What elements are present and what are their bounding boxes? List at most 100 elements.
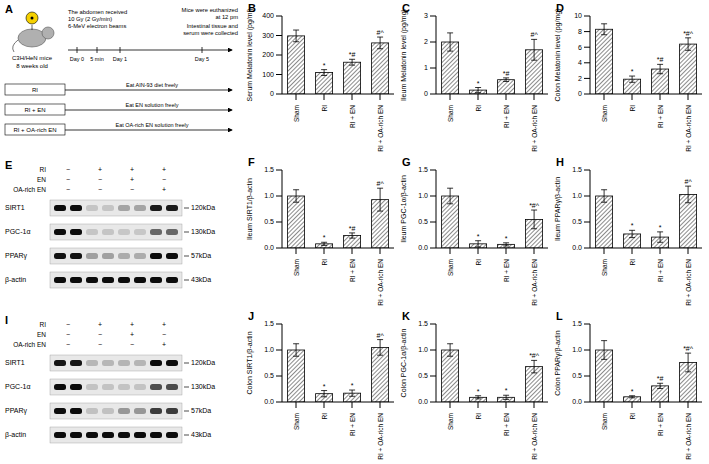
svg-text:0: 0 <box>270 90 274 97</box>
svg-text:−: − <box>98 186 102 193</box>
svg-text:Ileum PPARγ/β-actin: Ileum PPARγ/β-actin <box>554 177 562 241</box>
svg-text:RI: RI <box>40 166 47 173</box>
svg-text:0.0: 0.0 <box>264 244 274 251</box>
svg-text:+: + <box>162 166 166 173</box>
svg-text:*: * <box>351 382 354 389</box>
svg-text:RI: RI <box>629 105 636 112</box>
svg-text:Colon PPARγ/β-actin: Colon PPARγ/β-actin <box>554 330 562 395</box>
svg-text:RI: RI <box>629 413 636 420</box>
svg-text:RI + OA-rich EN: RI + OA-rich EN <box>685 413 692 460</box>
svg-text:Ileum Melatonin level (pg/mg): Ileum Melatonin level (pg/mg) <box>400 9 408 101</box>
svg-text:RI + OA-rich EN: RI + OA-rich EN <box>377 413 384 460</box>
svg-text:*#^: *#^ <box>683 345 694 352</box>
svg-text:0.0: 0.0 <box>572 398 582 405</box>
svg-text:120kDa: 120kDa <box>191 359 215 366</box>
svg-text:1: 1 <box>424 64 428 71</box>
svg-text:120kDa: 120kDa <box>191 204 215 211</box>
svg-text:*: * <box>323 234 326 241</box>
svg-text:Sham: Sham <box>293 413 300 430</box>
svg-text:serum were collected: serum were collected <box>183 30 238 36</box>
svg-text:Serum Melatonin level (pg/ml): Serum Melatonin level (pg/ml) <box>246 9 254 102</box>
svg-text:400: 400 <box>262 12 274 19</box>
svg-text:6-MeV electron beams: 6-MeV electron beams <box>68 23 126 29</box>
svg-text:+: + <box>98 166 102 173</box>
svg-text:Sham: Sham <box>601 413 608 430</box>
svg-text:EN: EN <box>37 331 46 338</box>
svg-text:0.0: 0.0 <box>418 244 428 251</box>
svg-text:I: I <box>5 314 8 326</box>
svg-text:RI: RI <box>475 105 482 112</box>
svg-text:+: + <box>130 166 134 173</box>
svg-text:*: * <box>631 222 634 229</box>
svg-text:#^: #^ <box>377 29 385 36</box>
svg-text:Day 1: Day 1 <box>113 56 127 62</box>
svg-text:*#: *# <box>349 51 356 58</box>
svg-text:RI + EN: RI + EN <box>24 107 45 113</box>
svg-text:57kDa: 57kDa <box>191 407 211 414</box>
svg-text:RI + EN: RI + EN <box>503 105 510 128</box>
svg-text:#^: #^ <box>377 332 385 339</box>
svg-text:#^: #^ <box>377 180 385 187</box>
svg-text:Day 5: Day 5 <box>195 56 209 62</box>
svg-text:−: − <box>66 331 70 338</box>
svg-text:RI + OA-rich EN: RI + OA-rich EN <box>685 259 692 306</box>
svg-text:A: A <box>5 3 13 15</box>
svg-text:130kDa: 130kDa <box>191 228 215 235</box>
svg-text:PPARγ: PPARγ <box>5 407 28 415</box>
svg-text:130kDa: 130kDa <box>191 383 215 390</box>
svg-text:Colon SIRT1/β-actin: Colon SIRT1/β-actin <box>246 331 254 394</box>
svg-text:*#: *# <box>503 70 510 77</box>
svg-text:0: 0 <box>424 90 428 97</box>
svg-text:Mice were euthanized: Mice were euthanized <box>182 7 238 13</box>
svg-text:Eat OA-rich EN solution freely: Eat OA-rich EN solution freely <box>115 122 188 128</box>
svg-text:RI + OA-rich EN: RI + OA-rich EN <box>531 413 538 460</box>
svg-text:RI: RI <box>321 413 328 420</box>
svg-text:RI: RI <box>321 105 328 112</box>
svg-text:RI + EN: RI + EN <box>657 259 664 282</box>
svg-text:RI + EN: RI + EN <box>657 105 664 128</box>
svg-text:5 min: 5 min <box>90 56 103 62</box>
svg-text:0.5: 0.5 <box>572 372 582 379</box>
svg-text:−: − <box>66 176 70 183</box>
svg-text:4: 4 <box>578 59 582 66</box>
svg-text:RI: RI <box>475 413 482 420</box>
svg-text:E: E <box>5 159 12 171</box>
svg-text:0.0: 0.0 <box>572 244 582 251</box>
svg-text:1.5: 1.5 <box>572 320 582 327</box>
svg-text:+: + <box>130 321 134 328</box>
svg-text:1.5: 1.5 <box>264 166 274 173</box>
svg-text:1.0: 1.0 <box>264 346 274 353</box>
svg-text:*: * <box>477 388 480 395</box>
svg-text:Sham: Sham <box>293 259 300 276</box>
svg-text:#^: #^ <box>531 31 539 38</box>
svg-text:Ileum SIRT1/β-actin: Ileum SIRT1/β-actin <box>246 178 254 240</box>
svg-text:+: + <box>162 341 166 348</box>
svg-text:Sham: Sham <box>293 105 300 122</box>
svg-text:1.5: 1.5 <box>418 320 428 327</box>
svg-text:+: + <box>162 186 166 193</box>
svg-text:RI + EN: RI + EN <box>503 259 510 282</box>
svg-text:8 weeks old: 8 weeks old <box>16 63 48 69</box>
svg-text:−: − <box>66 341 70 348</box>
svg-text:#^: #^ <box>685 178 693 185</box>
svg-text:Colon Melatonin level (pg/mg): Colon Melatonin level (pg/mg) <box>554 9 562 102</box>
svg-text:Day 0: Day 0 <box>70 56 84 62</box>
svg-text:+: + <box>162 321 166 328</box>
svg-text:PPARγ: PPARγ <box>5 252 28 260</box>
svg-text:*: * <box>323 383 326 390</box>
svg-text:−: − <box>98 341 102 348</box>
svg-text:0.0: 0.0 <box>264 398 274 405</box>
svg-text:EN: EN <box>37 176 46 183</box>
svg-text:*#: *# <box>349 225 356 232</box>
svg-text:3: 3 <box>424 12 428 19</box>
svg-text:OA-rich EN: OA-rich EN <box>13 186 46 193</box>
svg-text:β-actin: β-actin <box>5 431 26 439</box>
svg-text:Sham: Sham <box>447 413 454 430</box>
svg-text:SIRT1: SIRT1 <box>5 359 25 366</box>
svg-text:−: − <box>66 166 70 173</box>
svg-text:RI: RI <box>475 259 482 266</box>
svg-text:0: 0 <box>578 90 582 97</box>
svg-text:Ileum PGC-1α/β-actin: Ileum PGC-1α/β-actin <box>400 175 408 243</box>
svg-text:1.0: 1.0 <box>572 346 582 353</box>
svg-text:RI: RI <box>32 87 38 93</box>
